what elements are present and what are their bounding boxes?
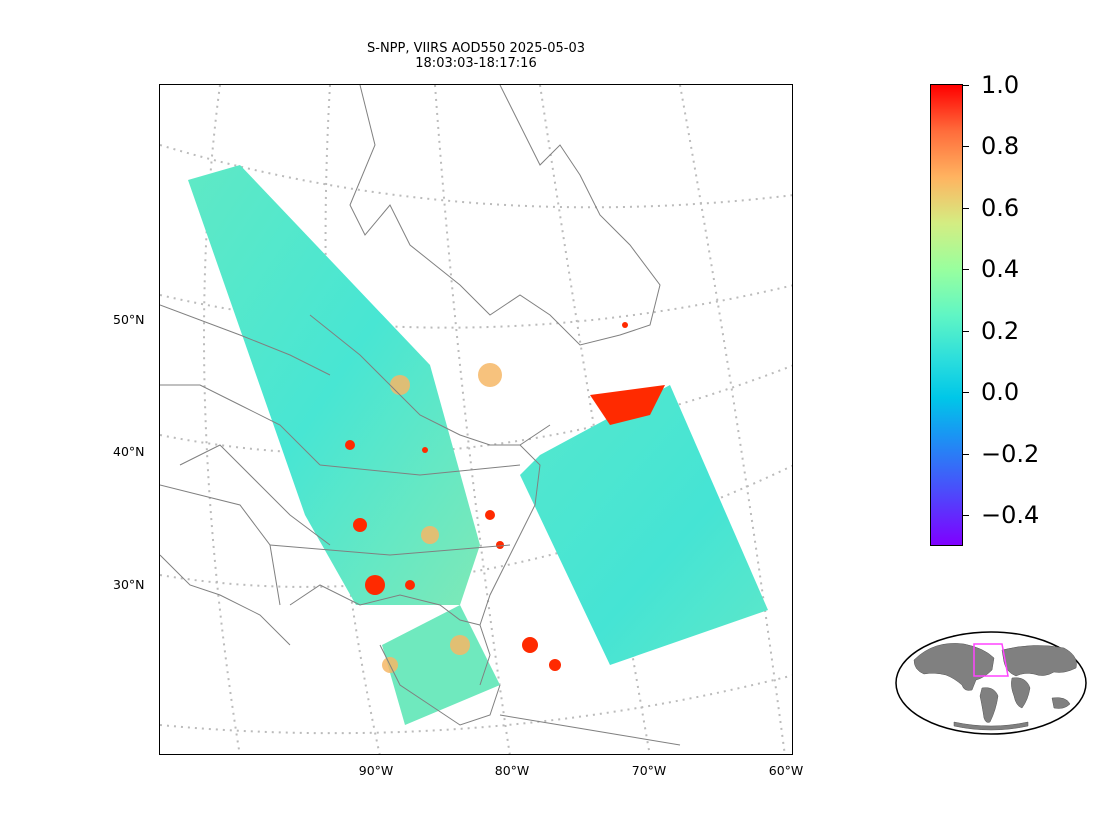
high-aod-patches (345, 322, 665, 671)
colorbar-label: 0.2 (981, 317, 1020, 345)
lon-label-90w: 90°W (358, 763, 394, 778)
swath-gulf (382, 605, 500, 725)
colorbar-tick (963, 146, 969, 147)
colorbar-label: 0.0 (981, 378, 1020, 406)
colorbar (930, 84, 963, 546)
colorbar-label: 0.4 (981, 255, 1020, 283)
colorbar-tick (963, 515, 969, 516)
colorbar-tick (963, 454, 969, 455)
meridian-60w (679, 85, 786, 754)
gridlines (160, 85, 792, 754)
colorbar-label: 0.8 (981, 132, 1020, 160)
meridian-70w (539, 85, 651, 754)
inset-region-box (973, 643, 1009, 677)
colorbar-tick (963, 208, 969, 209)
colorbar-label: 0.6 (981, 194, 1020, 222)
lon-label-80w: 80°W (494, 763, 530, 778)
lon-label-60w: 60°W (768, 763, 804, 778)
map-panel[interactable] (159, 84, 793, 755)
lat-label-40n: 40°N (113, 444, 145, 459)
colorbar-tick (963, 269, 969, 270)
meridian-90w (324, 85, 381, 754)
chart-title: S-NPP, VIIRS AOD550 2025-05-03 18:03:03-… (296, 41, 656, 71)
meridian-100w (203, 85, 241, 754)
lat-label-50n: 50°N (113, 312, 145, 327)
lon-label-70w: 70°W (631, 763, 667, 778)
coastlines (160, 85, 681, 746)
map-canvas (160, 85, 792, 754)
swath-east (520, 385, 768, 665)
colorbar-tick (963, 85, 969, 86)
colorbar-tick (963, 392, 969, 393)
colorbar-tick (963, 331, 969, 332)
swath-west (188, 165, 480, 605)
inset-world-map (894, 630, 1088, 736)
colorbar-label: −0.4 (981, 501, 1040, 529)
title-line-1: S-NPP, VIIRS AOD550 2025-05-03 (367, 41, 585, 56)
lat-label-30n: 30°N (113, 577, 145, 592)
title-line-2: 18:03:03-18:17:16 (415, 56, 537, 71)
colorbar-label: 1.0 (981, 71, 1020, 99)
colorbar-label: −0.2 (981, 440, 1040, 468)
